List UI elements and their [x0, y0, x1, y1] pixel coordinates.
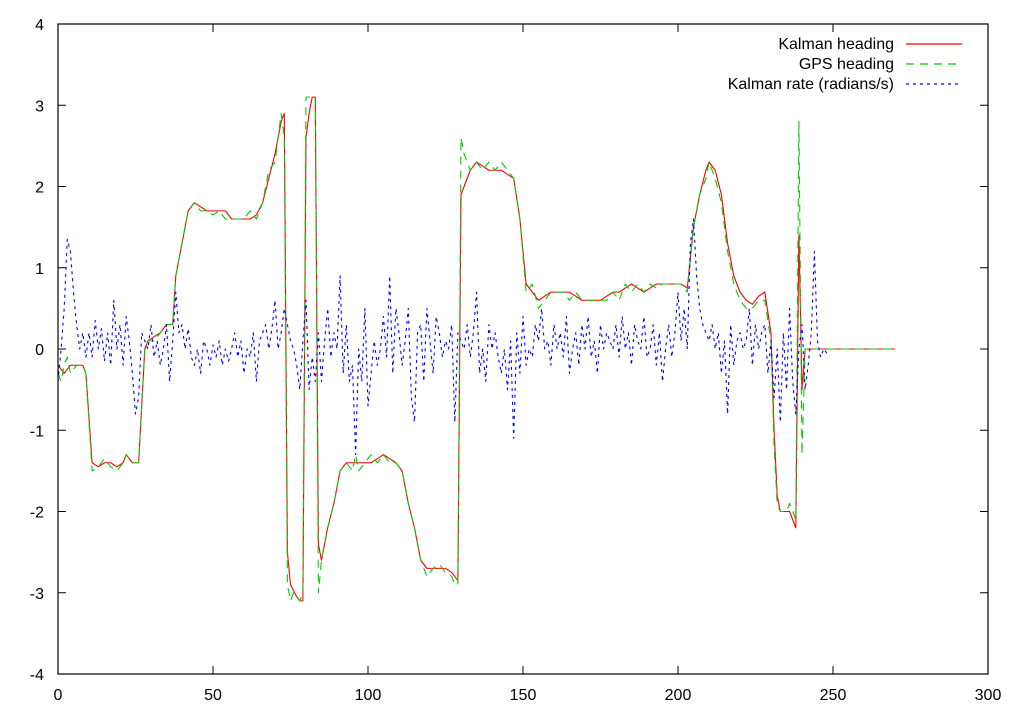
x-tick-label: 150 — [510, 687, 537, 704]
legend-label: Kalman heading — [778, 36, 894, 53]
y-tick-label: -2 — [30, 505, 44, 522]
legend-label: GPS heading — [799, 56, 894, 73]
series-line-0 — [57, 96, 895, 602]
y-tick-label: 1 — [35, 261, 44, 278]
y-tick-label: 0 — [35, 342, 44, 359]
x-tick-label: 200 — [665, 687, 692, 704]
y-tick-label: 2 — [35, 180, 44, 197]
series-line-1 — [57, 96, 895, 602]
x-tick-label: 250 — [820, 687, 847, 704]
y-tick-label: -3 — [30, 586, 44, 603]
axis-ticks: 0 50 100 150 200 250 300 -4 -3 -2 -1 0 1 2 3 4 — [30, 17, 1002, 704]
series-layer — [57, 96, 895, 602]
y-tick-label: 4 — [35, 17, 44, 34]
legend: Kalman heading GPS heading Kalman rate (ra… — [728, 36, 962, 93]
y-tick-label: -4 — [30, 667, 44, 684]
x-tick-label: 0 — [54, 687, 63, 704]
series-line-2 — [57, 218, 830, 456]
y-tick-label: -1 — [30, 423, 44, 440]
legend-label: Kalman rate (radians/s) — [728, 76, 894, 93]
x-tick-label: 50 — [204, 687, 222, 704]
x-tick-label: 300 — [975, 687, 1002, 704]
y-tick-label: 3 — [35, 98, 44, 115]
x-tick-label: 100 — [355, 687, 382, 704]
